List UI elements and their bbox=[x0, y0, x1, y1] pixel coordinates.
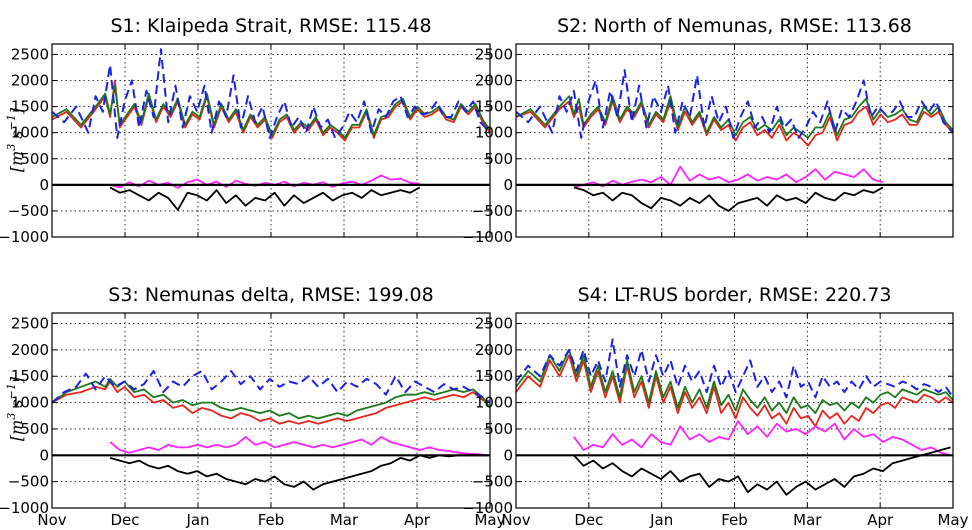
y-tick-label: 2500 bbox=[11, 315, 49, 333]
chart-title: S4: LT-RUS border, RMSE: 220.73 bbox=[578, 284, 892, 306]
y-axis-label: [m3 s−1] bbox=[5, 107, 26, 172]
series-line-black bbox=[109, 186, 421, 211]
x-tick-label: Apr bbox=[404, 511, 431, 529]
y-tick-label: 0 bbox=[503, 176, 513, 194]
series-line-black bbox=[573, 186, 884, 212]
x-tick-label: Mar bbox=[330, 511, 359, 529]
chart-title: S2: North of Nemunas, RMSE: 113.68 bbox=[557, 15, 912, 37]
series-line-magenta bbox=[573, 420, 951, 457]
y-tick-label: 500 bbox=[20, 150, 49, 168]
y-tick-label: −500 bbox=[472, 202, 513, 220]
series-line-red bbox=[516, 354, 953, 428]
axes-frame bbox=[515, 43, 954, 238]
series-group bbox=[52, 370, 490, 491]
y-tick-label: 2000 bbox=[475, 72, 513, 90]
series-line-blue bbox=[52, 370, 490, 404]
x-tick-label: Feb bbox=[258, 511, 285, 529]
x-tick-label: Dec bbox=[574, 511, 603, 529]
y-tick-label: 0 bbox=[39, 446, 49, 464]
y-tick-label: −500 bbox=[472, 473, 513, 491]
axes-frame bbox=[51, 43, 491, 238]
y-tick-label: 2500 bbox=[475, 45, 513, 63]
x-tick-label: May bbox=[474, 511, 505, 529]
y-tick-label: 1500 bbox=[11, 98, 49, 116]
series-line-green bbox=[52, 377, 490, 420]
y-tick-label: 500 bbox=[484, 150, 513, 168]
y-tick-label: 1000 bbox=[11, 394, 49, 412]
x-tick-label: Apr bbox=[867, 511, 894, 529]
series-group bbox=[516, 69, 953, 212]
y-tick-label: −1000 bbox=[462, 228, 513, 246]
x-tick-label: Nov bbox=[37, 511, 66, 529]
chart-panel-2: S2: North of Nemunas, RMSE: 113.68 2500 20… bbox=[462, 15, 954, 246]
series-line-red bbox=[52, 380, 490, 425]
x-tick-label: Jan bbox=[185, 511, 209, 529]
y-tick-label: 2000 bbox=[475, 341, 513, 359]
y-tick-label: 2500 bbox=[11, 45, 49, 63]
series-line-red bbox=[516, 100, 953, 147]
y-axis-label: [m3 s−1] bbox=[5, 376, 26, 441]
series-line-blue bbox=[516, 69, 953, 139]
series-line-green bbox=[516, 348, 953, 415]
y-tick-label: 1000 bbox=[475, 124, 513, 142]
x-tick-label: Dec bbox=[110, 511, 139, 529]
chart-title: S3: Nemunas delta, RMSE: 199.08 bbox=[108, 284, 433, 306]
chart-panel-1: S1: Klaipeda Strait, RMSE: 115.48 2500 200… bbox=[0, 15, 491, 246]
series-line-magenta bbox=[109, 435, 488, 457]
series-line-green bbox=[52, 84, 490, 139]
y-tick-label: 1500 bbox=[475, 98, 513, 116]
y-tick-label: 1500 bbox=[11, 367, 49, 385]
y-tick-label: 1000 bbox=[475, 394, 513, 412]
x-tick-label: May bbox=[937, 511, 968, 529]
chart-panel-4: S4: LT-RUS border, RMSE: 220.73 2500 2000 1… bbox=[462, 284, 968, 529]
y-tick-label: 2500 bbox=[475, 315, 513, 333]
y-tick-label: 2000 bbox=[11, 341, 49, 359]
y-tick-label: 2000 bbox=[11, 72, 49, 90]
y-tick-label: −1000 bbox=[0, 499, 49, 517]
chart-panel-3: S3: Nemunas delta, RMSE: 199.08 2500 2000 1… bbox=[0, 284, 506, 529]
x-tick-label: Nov bbox=[501, 511, 530, 529]
y-tick-label: −500 bbox=[8, 202, 49, 220]
y-tick-label: −1000 bbox=[0, 228, 49, 246]
y-tick-label: 0 bbox=[503, 446, 513, 464]
series-line-red bbox=[52, 79, 490, 142]
chart-title: S1: Klaipeda Strait, RMSE: 115.48 bbox=[110, 15, 431, 37]
x-tick-label: Jan bbox=[649, 511, 673, 529]
y-tick-label: 1000 bbox=[11, 124, 49, 142]
x-tick-label: Feb bbox=[721, 511, 748, 529]
y-tick-label: 0 bbox=[39, 176, 49, 194]
y-tick-label: −500 bbox=[8, 473, 49, 491]
x-tick-label: Mar bbox=[793, 511, 822, 529]
series-line-blue bbox=[52, 48, 490, 139]
y-tick-label: 500 bbox=[484, 420, 513, 438]
series-line-black bbox=[573, 446, 951, 496]
y-tick-label: −1000 bbox=[462, 499, 513, 517]
y-tick-label: 1500 bbox=[475, 367, 513, 385]
y-tick-label: 500 bbox=[20, 420, 49, 438]
series-group bbox=[516, 338, 953, 496]
series-line-black bbox=[109, 454, 488, 491]
series-line-magenta bbox=[109, 174, 420, 189]
